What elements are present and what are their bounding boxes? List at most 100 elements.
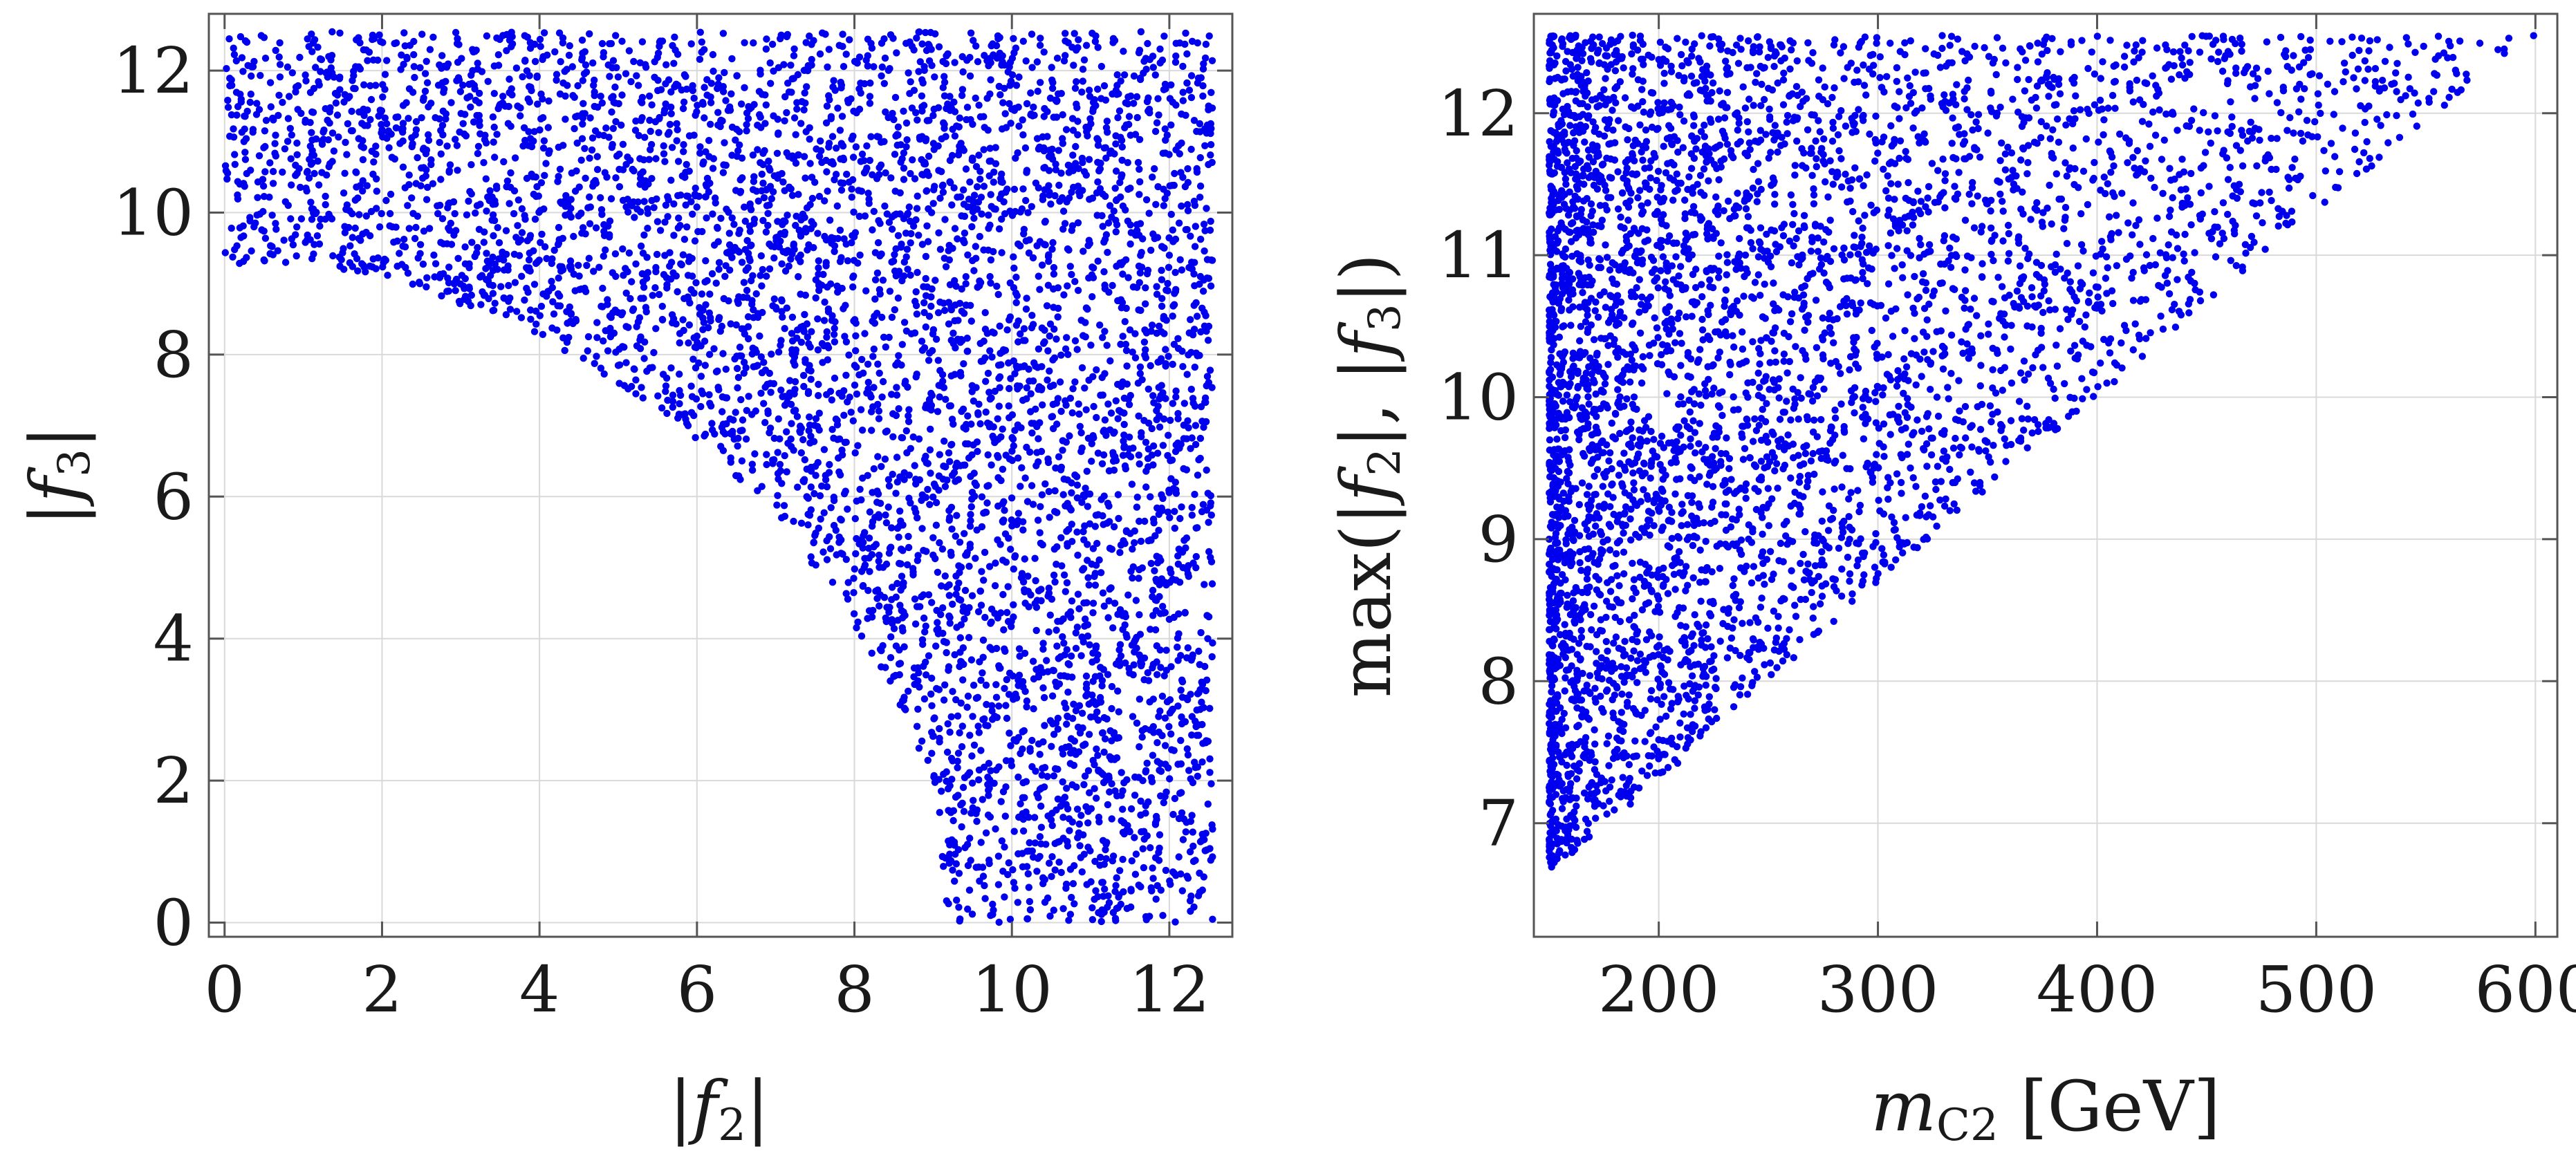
scatter-point <box>1062 30 1069 37</box>
scatter-point <box>416 241 425 248</box>
scatter-point <box>584 333 593 341</box>
scatter-point <box>1048 84 1057 92</box>
scatter-point <box>566 41 573 50</box>
scatter-point <box>831 234 838 243</box>
scatter-point <box>1093 656 1100 664</box>
scatter-point <box>272 46 279 55</box>
scatter-point <box>934 357 943 364</box>
scatter-point <box>324 116 331 124</box>
scatter-point <box>1024 870 1032 878</box>
scatter-point <box>974 447 981 456</box>
scatter-point <box>1120 71 1129 79</box>
scatter-point <box>447 241 456 248</box>
scatter-point <box>1135 575 1142 582</box>
scatter-point <box>1059 615 1067 623</box>
scatter-point <box>1075 702 1084 709</box>
scatter-point <box>763 460 770 469</box>
scatter-point <box>1084 541 1091 548</box>
scatter-point <box>308 136 316 144</box>
scatter-point <box>750 39 757 47</box>
scatter-point <box>894 295 902 302</box>
scatter-point <box>864 52 872 59</box>
scatter-point <box>876 646 884 653</box>
scatter-point <box>680 295 688 302</box>
scatter-point <box>1192 552 1201 561</box>
scatter-point <box>1146 109 1153 117</box>
scatter-point <box>1079 332 1087 339</box>
scatter-point <box>863 389 871 397</box>
scatter-point <box>912 373 920 381</box>
scatter-point <box>988 702 996 709</box>
scatter-point <box>850 208 858 216</box>
scatter-point <box>769 456 777 464</box>
scatter-point <box>667 176 675 184</box>
scatter-point <box>1081 772 1089 780</box>
scatter-point <box>578 36 586 44</box>
scatter-point <box>1074 131 1082 139</box>
scatter-point <box>972 481 981 489</box>
scatter-point <box>1039 874 1047 881</box>
scatter-point <box>519 142 527 150</box>
scatter-point <box>343 151 351 158</box>
scatter-point <box>1117 541 1125 549</box>
scatter-point <box>1137 28 1145 36</box>
scatter-point <box>1206 755 1214 763</box>
scatter-point <box>517 314 526 321</box>
scatter-point <box>867 133 875 140</box>
scatter-point <box>379 81 387 88</box>
scatter-point <box>686 299 694 307</box>
scatter-point <box>458 55 465 62</box>
scatter-point <box>303 187 311 195</box>
scatter-point <box>1162 286 1170 294</box>
scatter-point <box>875 171 883 178</box>
scatter-point <box>1013 521 1021 528</box>
scatter-point <box>1014 454 1022 462</box>
scatter-point <box>850 610 858 617</box>
scatter-point <box>1144 669 1152 677</box>
scatter-point <box>1197 628 1205 637</box>
scatter-point <box>655 290 663 299</box>
scatter-point <box>650 204 658 212</box>
scatter-point <box>844 505 851 513</box>
scatter-point <box>1177 736 1185 745</box>
scatter-point <box>701 432 708 440</box>
scatter-point <box>936 366 944 375</box>
scatter-point <box>605 233 613 241</box>
scatter-point <box>1111 453 1119 460</box>
scatter-point <box>1102 96 1110 104</box>
scatter-point <box>844 595 852 603</box>
scatter-point <box>1044 458 1053 467</box>
scatter-point <box>568 63 576 71</box>
scatter-point <box>1120 431 1128 439</box>
scatter-point <box>1209 915 1216 923</box>
scatter-point <box>654 392 662 400</box>
scatter-point <box>1201 125 1209 133</box>
scatter-point <box>1001 684 1008 692</box>
scatter-point <box>1167 81 1175 88</box>
scatter-point <box>561 68 568 75</box>
scatter-point <box>972 42 980 50</box>
scatter-point <box>1047 200 1055 208</box>
scatter-point <box>950 184 958 192</box>
scatter-point <box>410 63 418 71</box>
scatter-point <box>438 215 447 223</box>
scatter-point <box>1177 870 1185 878</box>
scatter-point <box>1050 303 1057 311</box>
scatter-point <box>1088 916 1097 924</box>
scatter-point <box>562 192 570 200</box>
scatter-point <box>963 104 972 111</box>
scatter-point <box>1153 449 1162 457</box>
scatter-point <box>585 254 593 262</box>
scatter-point <box>528 86 535 95</box>
scatter-point <box>1102 846 1109 854</box>
scatter-point <box>1078 88 1086 96</box>
scatter-point <box>864 615 871 622</box>
scatter-point <box>418 30 426 38</box>
scatter-point <box>341 169 349 177</box>
scatter-point <box>662 201 670 209</box>
scatter-point <box>903 245 911 253</box>
scatter-point <box>854 618 862 626</box>
scatter-point <box>362 212 370 220</box>
scatter-point <box>642 303 650 311</box>
scatter-point <box>936 809 944 816</box>
